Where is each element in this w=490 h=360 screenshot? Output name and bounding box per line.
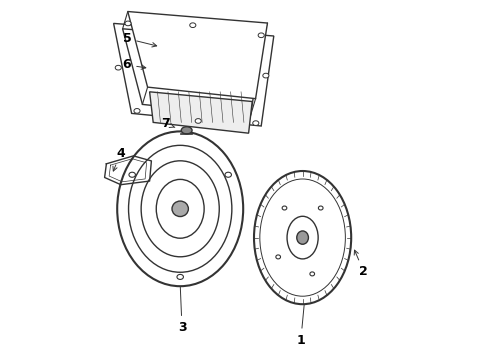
Ellipse shape (115, 66, 122, 70)
Polygon shape (149, 92, 252, 133)
Polygon shape (128, 12, 268, 99)
Ellipse shape (225, 172, 231, 177)
Ellipse shape (282, 206, 287, 210)
Polygon shape (122, 29, 262, 116)
Ellipse shape (181, 127, 192, 134)
Text: 5: 5 (122, 32, 157, 47)
Ellipse shape (258, 33, 264, 37)
Text: 2: 2 (354, 250, 368, 278)
Ellipse shape (141, 161, 219, 257)
Ellipse shape (318, 206, 323, 210)
Text: 3: 3 (178, 287, 186, 334)
Ellipse shape (254, 171, 351, 304)
Ellipse shape (134, 109, 140, 113)
Ellipse shape (253, 121, 259, 126)
Ellipse shape (117, 131, 243, 286)
Ellipse shape (260, 179, 345, 296)
Ellipse shape (177, 274, 183, 279)
Ellipse shape (129, 172, 135, 177)
Ellipse shape (297, 231, 308, 244)
Ellipse shape (156, 179, 204, 238)
Ellipse shape (128, 145, 232, 272)
Text: 6: 6 (122, 58, 146, 71)
Ellipse shape (172, 201, 188, 217)
Ellipse shape (287, 216, 318, 259)
Text: 7: 7 (161, 117, 175, 130)
Ellipse shape (190, 23, 196, 28)
Ellipse shape (310, 272, 315, 276)
Ellipse shape (263, 73, 269, 78)
Ellipse shape (195, 119, 201, 123)
Ellipse shape (125, 21, 131, 26)
Text: 4: 4 (113, 147, 125, 171)
Text: 1: 1 (296, 305, 305, 347)
Polygon shape (114, 23, 274, 126)
Ellipse shape (276, 255, 281, 259)
